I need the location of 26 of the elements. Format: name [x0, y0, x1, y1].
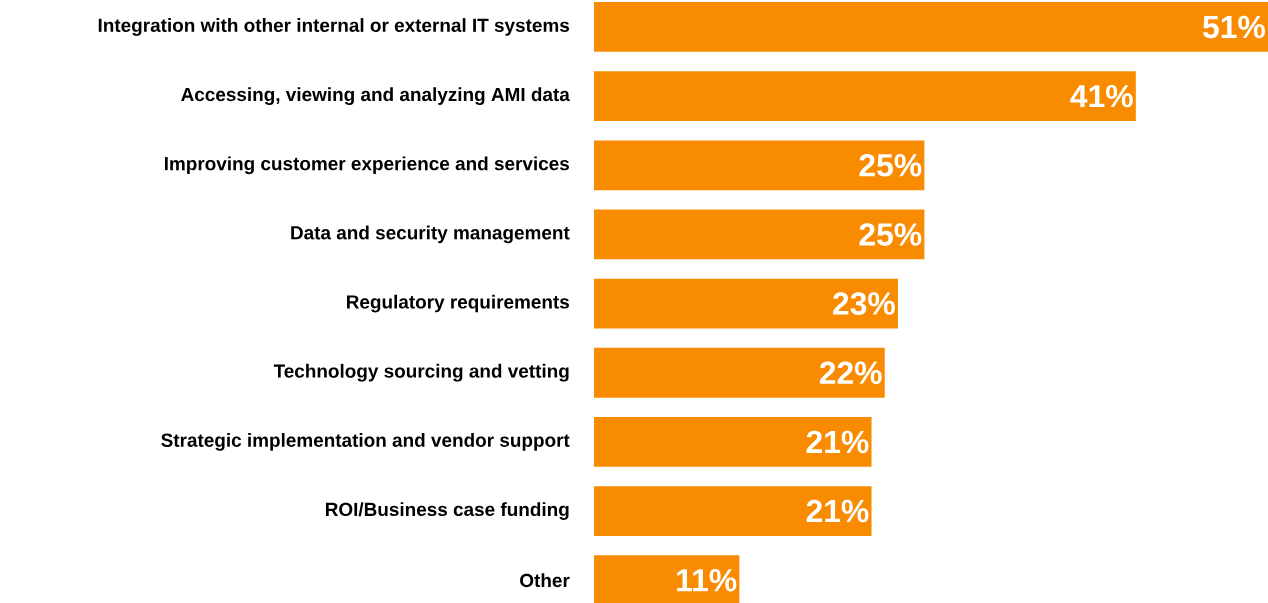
y-tick-label: ROI/Business case funding: [325, 502, 569, 520]
data-label: 22%: [819, 361, 882, 384]
bar: [594, 209, 925, 260]
y-tick-label: Accessing, viewing and analyzing AMI data: [181, 87, 570, 105]
data-label: 21%: [806, 430, 869, 454]
y-tick-label: Other: [520, 573, 570, 588]
y-tick-label: Technology sourcing and vetting: [273, 363, 569, 382]
bar: [594, 278, 898, 329]
y-tick-label: Regulatory requirements: [347, 294, 569, 313]
y-tick-label: Improving customer experience and services: [164, 156, 569, 175]
data-label: 25%: [859, 154, 922, 177]
bar: [594, 71, 1136, 122]
bar: [594, 347, 885, 398]
y-tick-label: Data and security management: [291, 225, 570, 244]
data-label: 21%: [806, 499, 869, 523]
data-label: 25%: [859, 223, 922, 246]
data-label: 23%: [833, 292, 895, 315]
bar: [594, 416, 872, 467]
y-tick-label: Integration with other internal or external IT systems: [98, 18, 570, 36]
data-label: 11%: [677, 568, 737, 592]
bar: [594, 2, 1268, 52]
data-label: 41%: [1070, 84, 1133, 108]
bar: [594, 486, 872, 536]
bar: [594, 140, 925, 191]
y-tick-label: Strategic implementation and vendor support: [161, 433, 570, 451]
data-label: 51%: [1202, 15, 1265, 39]
